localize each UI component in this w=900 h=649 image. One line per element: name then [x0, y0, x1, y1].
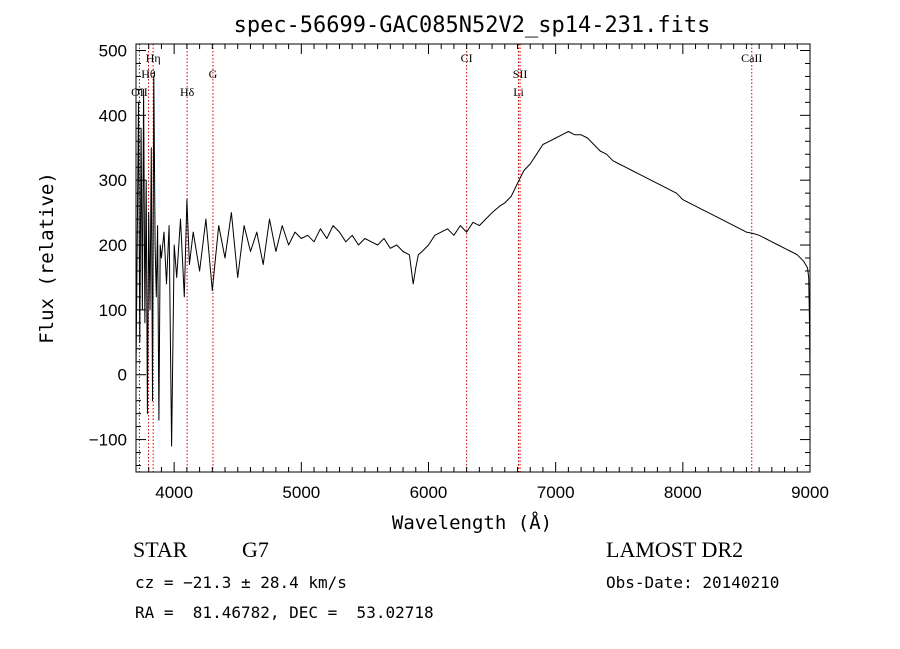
subclass-label: G7 — [242, 537, 269, 562]
line-marker-label: CaII — [741, 51, 762, 65]
survey-label: LAMOST DR2 — [606, 537, 744, 562]
redshift-velocity: cz = −21.3 ± 28.4 km/s — [135, 573, 347, 592]
y-tick-label: 200 — [99, 236, 127, 255]
x-tick-label: 8000 — [664, 483, 702, 502]
y-axis-label: Flux (relative) — [36, 172, 58, 344]
line-marker-label: Hη — [146, 51, 161, 65]
line-marker-label: Hδ — [180, 85, 195, 99]
observation-date: Obs-Date: 20140210 — [606, 573, 780, 592]
y-tick-label: 500 — [99, 41, 127, 60]
x-tick-label: 5000 — [282, 483, 320, 502]
line-marker-label: Li — [513, 85, 524, 99]
x-tick-label: 7000 — [537, 483, 575, 502]
x-tick-label: 4000 — [155, 483, 193, 502]
y-tick-label: 400 — [99, 106, 127, 125]
chart-title: spec-56699-GAC085N52V2_sp14-231.fits — [234, 13, 711, 38]
line-marker-label: Hθ — [141, 67, 156, 81]
line-marker-label: CI — [461, 51, 473, 65]
y-tick-label: 0 — [118, 366, 127, 385]
label-layer: 4000 5000 6000 7000 8000 9000 −100 0 100 200 300 40… — [89, 41, 829, 502]
x-tick-label: 9000 — [791, 483, 829, 502]
line-marker-label: OII — [131, 85, 148, 99]
plot-frame — [135, 43, 811, 473]
line-marker-label: G — [209, 67, 218, 81]
y-tick-label: −100 — [89, 431, 127, 450]
spectrum-line-0 — [135, 75, 811, 447]
coordinates: RA = 81.46782, DEC = 53.02718 — [135, 603, 434, 622]
y-tick-label: 100 — [99, 301, 127, 320]
line-marker-layer: OII Hη Hθ Hδ G CI SII Li CaII — [131, 44, 762, 472]
x-axis-label: Wavelength (Å) — [392, 511, 552, 534]
spectrum-layer — [135, 75, 811, 447]
x-tick-label: 6000 — [410, 483, 448, 502]
object-class-label: STAR — [133, 537, 188, 562]
tick-layer — [136, 44, 811, 472]
line-marker-label: SII — [513, 67, 528, 81]
y-tick-label: 300 — [99, 171, 127, 190]
